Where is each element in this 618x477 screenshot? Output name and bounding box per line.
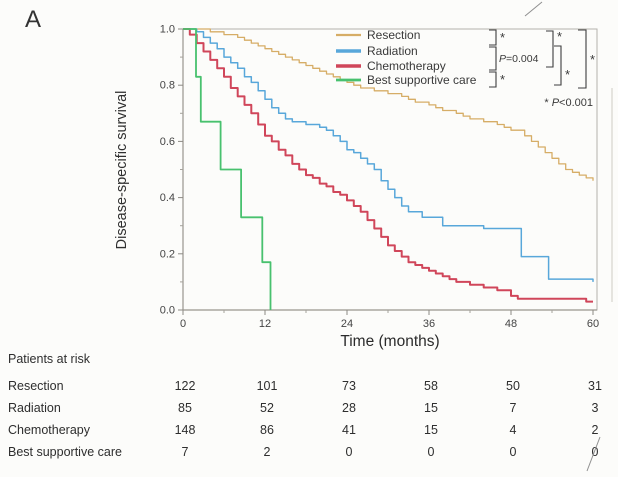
x-tick-label: 60 — [587, 318, 599, 330]
risk-count: 86 — [260, 423, 274, 437]
risk-count: 50 — [506, 379, 520, 393]
risk-count: 41 — [342, 423, 356, 437]
risk-count: 2 — [592, 423, 599, 437]
y-tick-label: 0.8 — [160, 80, 175, 92]
risk-count: 122 — [175, 379, 196, 393]
risk-count: 148 — [175, 423, 196, 437]
risk-count: 0 — [510, 445, 517, 459]
curve-best-supportive-care — [183, 28, 272, 310]
risk-count: 2 — [264, 445, 271, 459]
p-value-label: * P<0.001 — [544, 97, 593, 109]
risk-count: 0 — [346, 445, 353, 459]
risk-count: 101 — [257, 379, 278, 393]
risk-count: 73 — [342, 379, 356, 393]
risk-count: 3 — [592, 401, 599, 415]
curve-chemotherapy — [183, 28, 593, 303]
photo-artifact-line — [524, 1, 543, 17]
risk-count: 0 — [428, 445, 435, 459]
x-tick-label: 0 — [180, 318, 186, 330]
y-tick-label: 0.4 — [160, 192, 175, 204]
panel-label: A — [25, 6, 43, 33]
risk-row-label-resection: Resection — [8, 379, 64, 393]
risk-count: 15 — [424, 401, 438, 415]
x-tick-label: 36 — [423, 318, 435, 330]
significance-bracket — [489, 46, 497, 71]
y-tick-label: 0.0 — [160, 305, 175, 317]
significance-bracket — [489, 71, 497, 88]
risk-count: 4 — [510, 423, 517, 437]
risk-row-label-best-supportive-care: Best supportive care — [8, 445, 122, 459]
y-tick-label: 0.6 — [160, 136, 175, 148]
significance-asterisk: * — [565, 67, 570, 82]
significance-asterisk: * — [500, 30, 505, 45]
significance-bracket — [546, 30, 554, 68]
x-axis-title: Time (months) — [340, 333, 440, 350]
risk-count: 52 — [260, 401, 274, 415]
risk-row-label-chemotherapy: Chemotherapy — [8, 423, 91, 437]
y-tick-label: 0.2 — [160, 248, 175, 260]
risk-row-label-radiation: Radiation — [8, 401, 61, 415]
significance-bracket — [578, 29, 587, 89]
significance-asterisk: * — [590, 52, 595, 67]
risk-count: 85 — [178, 401, 192, 415]
significance-bracket — [489, 29, 497, 46]
photo-artifact-line — [586, 436, 601, 472]
risk-count: 15 — [424, 423, 438, 437]
legend-label-radiation: Radiation — [367, 44, 418, 58]
x-tick-label: 24 — [341, 318, 353, 330]
risk-table-header: Patients at risk — [8, 352, 90, 366]
significance-bracket — [554, 45, 562, 86]
significance-asterisk: * — [500, 72, 505, 87]
risk-count: 7 — [510, 401, 517, 415]
legend-label-resection: Resection — [367, 28, 420, 42]
risk-count: 28 — [342, 401, 356, 415]
risk-count: 7 — [182, 445, 189, 459]
p-value-label: P=0.004 — [499, 53, 539, 65]
x-tick-label: 12 — [259, 318, 271, 330]
significance-asterisk: * — [557, 29, 562, 44]
y-tick-label: 1.0 — [160, 24, 175, 36]
risk-count: 31 — [588, 379, 602, 393]
legend-label-best-supportive-care: Best supportive care — [367, 73, 477, 87]
risk-count: 0 — [592, 445, 599, 459]
curve-resection — [183, 28, 594, 181]
x-tick-label: 48 — [505, 318, 517, 330]
risk-count: 58 — [424, 379, 438, 393]
curve-radiation — [183, 28, 594, 282]
legend-label-chemotherapy: Chemotherapy — [367, 59, 446, 73]
